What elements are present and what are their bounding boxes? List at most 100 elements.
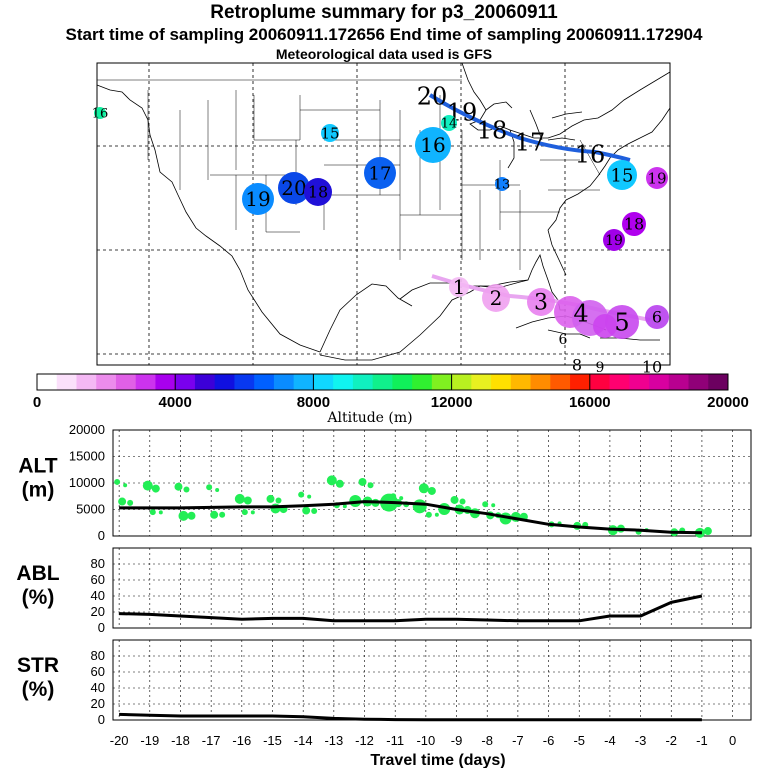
plume-label: 15 <box>611 165 634 186</box>
panel-label: ALT <box>18 454 57 477</box>
track-line-east <box>428 93 631 162</box>
x-tick-label: -10 <box>416 733 435 748</box>
plume-label: 15 <box>320 124 339 142</box>
alt-cluster-point <box>450 495 459 504</box>
x-tick-label: -7 <box>512 733 524 748</box>
plume-label: 14 <box>441 117 458 132</box>
colorbar-swatch <box>175 374 196 390</box>
colorbar-swatch <box>194 374 216 390</box>
colorbar-swatch <box>392 374 413 390</box>
x-tick-label: 0 <box>729 733 736 748</box>
plume-cluster-15 <box>321 124 339 142</box>
plume-cluster-gulf <box>645 305 669 329</box>
alt-cluster-point <box>703 527 712 536</box>
x-tick-label: -1 <box>696 733 708 748</box>
plume-label: 18 <box>477 116 508 144</box>
colorbar-tick-label: 0 <box>33 394 41 411</box>
plume-label: 19 <box>647 169 666 187</box>
colorbar-swatch <box>431 374 453 390</box>
alt-cluster-point <box>149 509 156 516</box>
alt-cluster-point <box>118 497 127 506</box>
alt-cluster-point <box>427 486 436 495</box>
alt-cluster-point <box>298 491 305 498</box>
colorbar-swatch <box>293 374 314 390</box>
alt-cluster-point <box>399 496 404 501</box>
alt-cluster-point <box>412 499 427 514</box>
y-tick-label: 20 <box>91 696 105 711</box>
y-tick-label: 40 <box>91 588 105 603</box>
panel-unit: (m) <box>22 478 55 501</box>
alt-cluster-point <box>311 507 318 514</box>
y-tick-label: 15000 <box>69 449 105 464</box>
plume-cluster-18 <box>622 212 646 236</box>
plume-layer: 2019181716151516141317192018161918191812… <box>92 82 669 377</box>
plume-label: 2 <box>490 286 503 310</box>
colorbar-swatch <box>76 374 97 390</box>
plume-label: 1 <box>453 275 466 299</box>
plume-cluster-19 <box>646 167 668 189</box>
x-axis-label: Travel time (days) <box>370 752 505 768</box>
colorbar-swatch <box>333 374 354 390</box>
x-tick-label: -5 <box>573 733 585 748</box>
alt-cluster-point <box>335 479 344 488</box>
alt-cluster-point <box>241 509 248 516</box>
alt-cluster-point <box>266 494 275 503</box>
series-line-str <box>119 712 702 722</box>
alt-cluster-point <box>302 506 311 515</box>
colorbar-swatch <box>313 374 334 390</box>
panel-unit: (%) <box>22 586 55 609</box>
panel-unit: (%) <box>22 678 55 701</box>
x-tick-label: -15 <box>263 733 282 748</box>
y-tick-label: 0 <box>98 528 105 543</box>
plume-cluster-gulf <box>449 277 469 297</box>
y-tick-label: 20000 <box>69 422 105 437</box>
colorbar-tick-label: 20000 <box>707 394 749 411</box>
met-data-note: Meteorological data used is GFS <box>275 46 493 62</box>
x-tick-label: -2 <box>665 733 677 748</box>
sampling-times: Start time of sampling 20060911.172656 E… <box>65 25 703 44</box>
plume-label: 6 <box>559 332 568 348</box>
plume-label: 4 <box>573 299 588 327</box>
plume-cluster-17 <box>364 157 396 189</box>
x-tick-label: -12 <box>355 733 374 748</box>
colorbar-swatch <box>688 374 709 390</box>
plume-label: 16 <box>575 140 606 168</box>
alt-cluster-point <box>326 475 337 486</box>
alt-cluster-point <box>459 498 466 505</box>
plume-label: 9 <box>596 360 605 376</box>
alt-cluster-point <box>183 486 190 493</box>
colorbar-tick-label: 12000 <box>431 394 473 411</box>
plume-cluster-19 <box>242 183 274 215</box>
alt-cluster-point <box>127 499 134 506</box>
chart-title: Retroplume summary for p3_20060911 <box>210 2 558 23</box>
alt-cluster-point <box>234 493 245 504</box>
colorbar-swatch <box>372 374 393 390</box>
plume-cluster-20 <box>278 172 310 204</box>
colorbar-swatch <box>668 374 690 390</box>
x-tick-label: -16 <box>232 733 251 748</box>
y-tick-label: 80 <box>91 556 105 571</box>
plume-cluster-18 <box>304 178 332 206</box>
x-tick-label: -18 <box>171 733 190 748</box>
plume-label: 6 <box>652 308 662 327</box>
plume-label: 17 <box>515 128 546 156</box>
plume-cluster-16 <box>415 127 451 163</box>
alt-cluster-point <box>123 483 128 488</box>
plume-cluster-19 <box>603 229 625 251</box>
colorbar-swatch <box>609 374 630 390</box>
plume-cluster-gulf <box>593 314 617 338</box>
colorbar-swatch <box>214 374 235 390</box>
alt-cluster-point <box>151 484 160 493</box>
panel-frame <box>112 639 752 721</box>
x-tick-label: -11 <box>386 733 404 748</box>
plume-label: 19 <box>605 233 623 249</box>
alt-cluster-point <box>114 478 121 485</box>
y-tick-label: 80 <box>91 648 105 663</box>
plume-label: 16 <box>92 107 109 122</box>
plume-label: 20 <box>281 176 306 200</box>
alt-cluster-point <box>418 483 429 494</box>
panel-label: STR <box>17 654 59 677</box>
colorbar-swatch <box>96 374 117 390</box>
colorbar-swatch <box>115 374 137 390</box>
